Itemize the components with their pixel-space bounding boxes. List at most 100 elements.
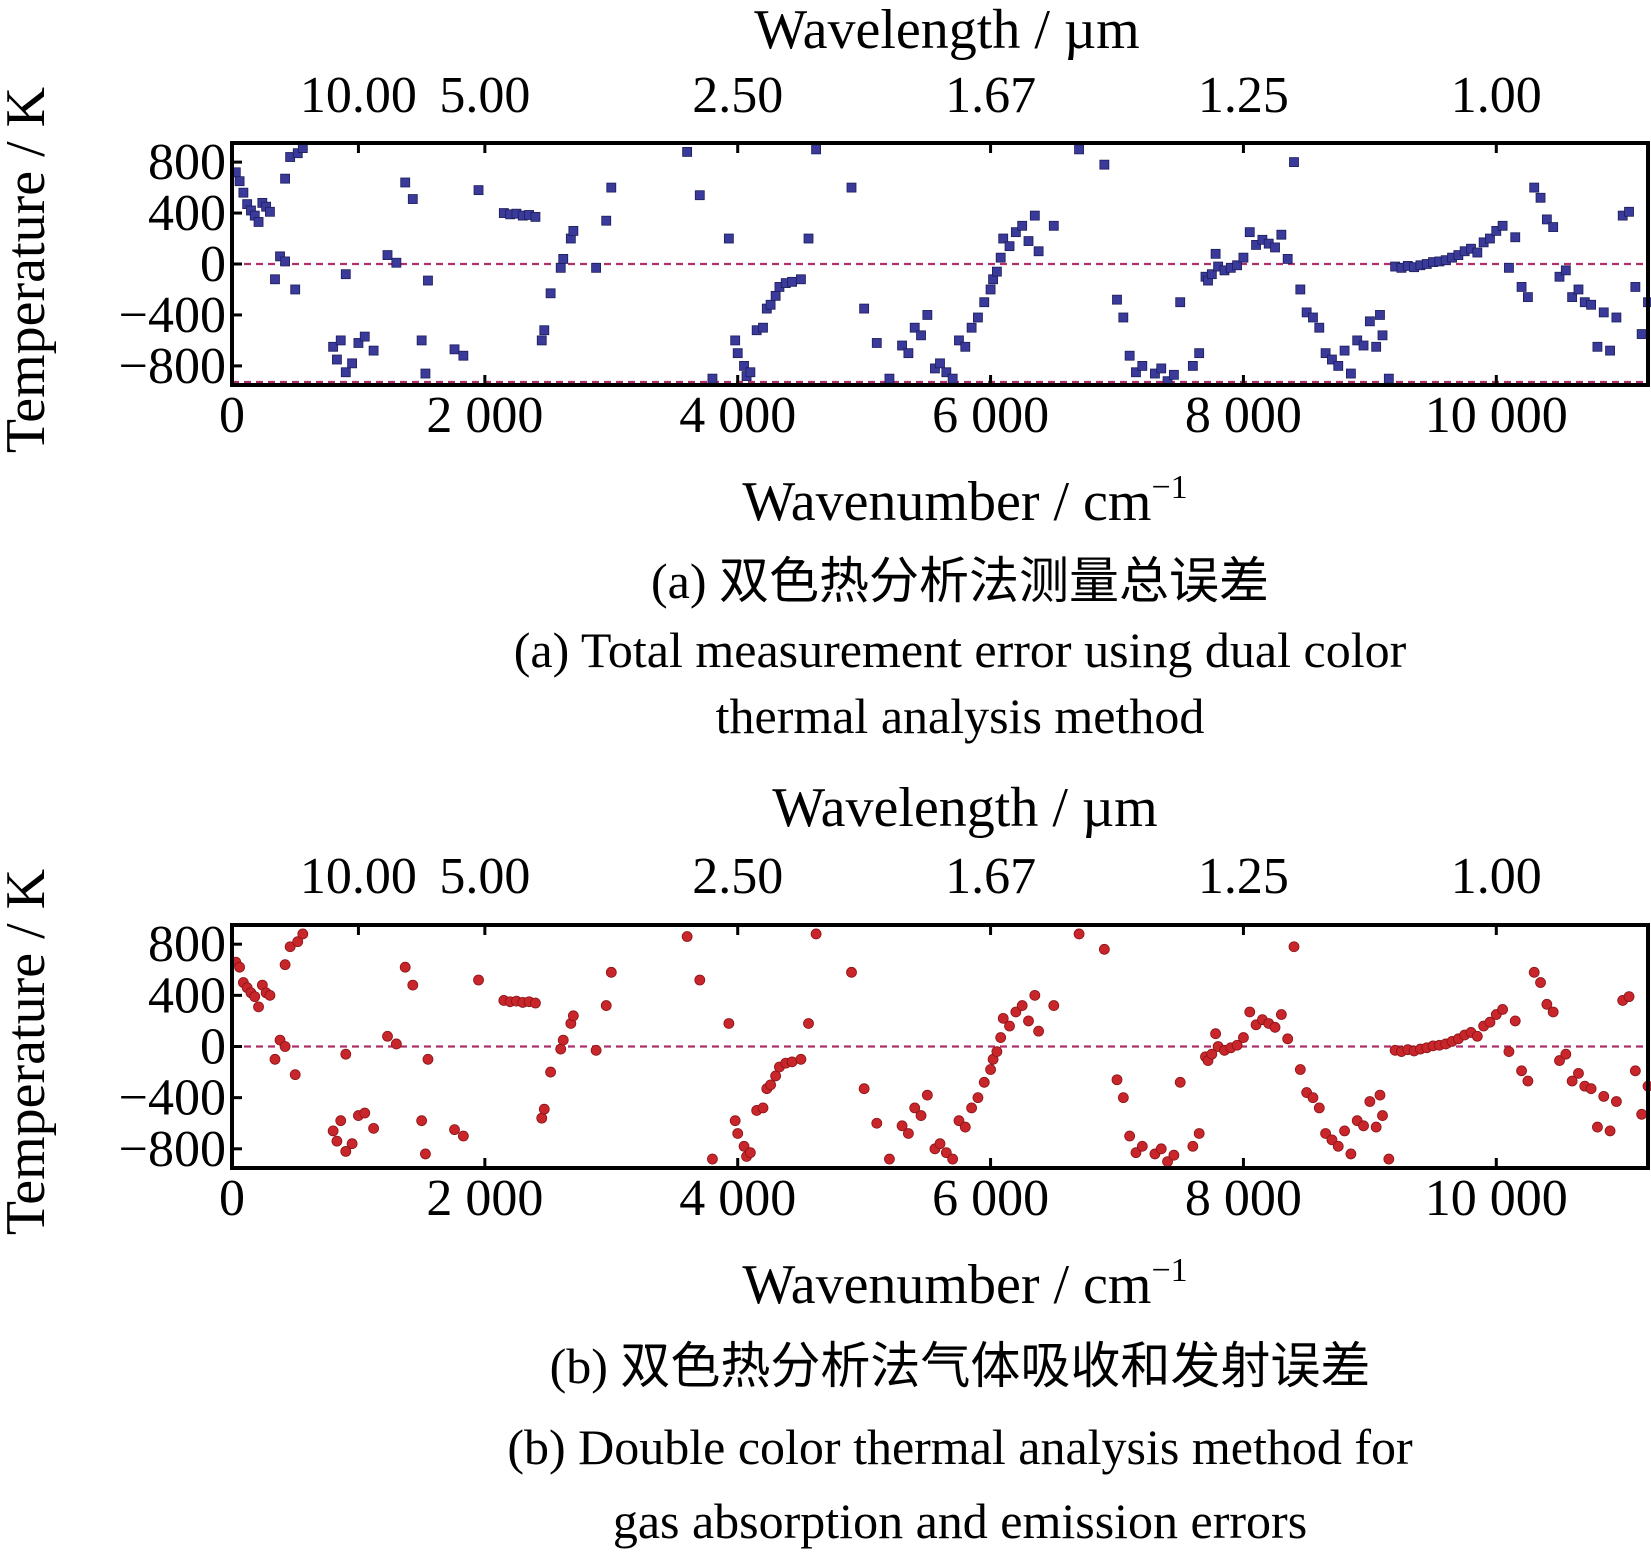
data-point-b-47 (557, 1034, 569, 1046)
data-point-b-57 (729, 1115, 741, 1127)
y-tick-label-a-4: −800 (119, 338, 226, 395)
data-point-a-137 (1314, 322, 1325, 333)
x-tick-label-a-1: 2 000 (426, 387, 543, 444)
data-point-b-30 (407, 979, 419, 991)
data-point-a-134 (1295, 284, 1306, 295)
data-point-a-46 (555, 262, 566, 273)
x-tick-label-b-4: 8 000 (1185, 1170, 1302, 1227)
data-point-a-54 (694, 190, 705, 201)
data-point-a-105 (1112, 294, 1122, 305)
data-point-b-109 (1136, 1140, 1148, 1152)
data-point-a-111 (1156, 363, 1167, 374)
data-point-b-63 (757, 1102, 769, 1114)
data-point-a-174 (1541, 214, 1552, 225)
data-point-a-34 (449, 344, 460, 355)
data-point-b-80 (915, 1110, 927, 1121)
data-point-b-99 (1023, 1015, 1034, 1027)
data-point-b-61 (744, 1147, 756, 1159)
data-point-b-171 (1522, 1075, 1534, 1087)
data-point-a-120 (1210, 248, 1221, 259)
data-point-b-98 (1016, 1000, 1028, 1011)
data-point-b-90 (978, 1076, 990, 1088)
data-point-b-149 (1383, 1153, 1395, 1165)
data-point-b-51 (600, 1000, 612, 1011)
data-point-b-29 (399, 961, 411, 973)
data-point-a-146 (1371, 341, 1382, 352)
data-point-a-98 (1017, 220, 1028, 231)
data-point-b-105 (1111, 1074, 1123, 1086)
data-point-b-176 (1554, 1055, 1565, 1066)
data-point-a-11 (275, 251, 285, 262)
data-point-b-132 (1282, 1033, 1294, 1045)
data-point-b-163 (1471, 1030, 1483, 1042)
data-point-a-89 (973, 312, 983, 323)
data-point-b-130 (1269, 1021, 1281, 1033)
data-point-a-142 (1345, 368, 1356, 379)
data-point-b-111 (1155, 1143, 1167, 1155)
data-point-a-119 (1206, 269, 1217, 280)
data-point-a-78 (903, 348, 914, 359)
data-point-b-184 (1604, 1125, 1616, 1137)
data-point-a-88 (966, 322, 977, 333)
data-point-a-32 (416, 335, 427, 346)
data-point-a-82 (930, 363, 940, 374)
data-point-a-106 (1118, 312, 1129, 323)
data-point-a-71 (803, 233, 814, 244)
data-point-a-97 (1010, 227, 1021, 238)
data-point-b-71 (803, 1018, 814, 1029)
data-point-b-146 (1370, 1121, 1382, 1133)
caption-en-a-line2: thermal analysis method (716, 688, 1205, 744)
data-point-b-93 (991, 1046, 1003, 1058)
data-point-a-183 (1598, 307, 1609, 318)
data-point-b-103 (1073, 928, 1085, 940)
data-point-a-130 (1270, 242, 1280, 253)
x-axis-title-b: Wavenumber / cm−1 (742, 1252, 1187, 1316)
x2-tick-label-a-4: 1.25 (1198, 67, 1289, 124)
data-point-a-131 (1276, 229, 1287, 240)
x2-tick-label-a-3: 1.67 (945, 67, 1036, 124)
data-point-b-136 (1307, 1092, 1319, 1104)
data-point-a-16 (280, 173, 291, 184)
data-point-b-178 (1566, 1075, 1578, 1087)
data-point-a-185 (1611, 312, 1622, 323)
data-point-a-94 (995, 252, 1006, 263)
data-point-b-91 (985, 1064, 996, 1075)
y-tick-label-a-1: 400 (148, 185, 226, 242)
data-point-a-53 (682, 147, 693, 157)
data-point-a-45 (545, 288, 556, 299)
data-point-b-32 (416, 1115, 428, 1127)
data-point-b-34 (449, 1124, 460, 1136)
data-point-b-42 (530, 997, 541, 1009)
data-point-a-63 (758, 322, 768, 333)
data-point-a-91 (985, 284, 996, 295)
data-point-a-136 (1308, 312, 1318, 323)
data-point-a-139 (1327, 354, 1337, 365)
data-point-a-9 (265, 206, 275, 217)
data-point-b-6 (253, 1001, 264, 1013)
x-tick-label-b-3: 6 000 (932, 1170, 1049, 1227)
data-point-a-99 (1023, 236, 1034, 246)
data-point-a-147 (1375, 310, 1385, 320)
data-point-b-10 (269, 1053, 281, 1065)
data-point-b-81 (921, 1089, 933, 1101)
data-point-a-135 (1301, 307, 1312, 318)
data-point-a-80 (916, 330, 926, 341)
data-point-a-165 (1485, 233, 1495, 244)
x-tick-label-b-1: 2 000 (426, 1170, 543, 1227)
data-point-b-5 (249, 991, 261, 1003)
data-point-a-170 (1516, 282, 1527, 292)
data-point-a-24 (359, 331, 370, 342)
data-point-a-31 (423, 275, 433, 286)
data-point-b-53 (681, 931, 693, 942)
data-point-b-137 (1313, 1102, 1325, 1114)
data-point-a-14 (292, 148, 303, 159)
data-point-a-19 (332, 354, 342, 365)
data-point-b-134 (1294, 1064, 1306, 1075)
data-point-a-36 (473, 185, 484, 196)
data-point-a-83 (935, 358, 945, 369)
data-point-b-114 (1174, 1076, 1186, 1088)
data-point-a-18 (328, 341, 339, 352)
data-point-b-106 (1117, 1092, 1129, 1104)
data-point-b-17 (289, 1069, 301, 1081)
data-point-b-46 (555, 1043, 567, 1055)
